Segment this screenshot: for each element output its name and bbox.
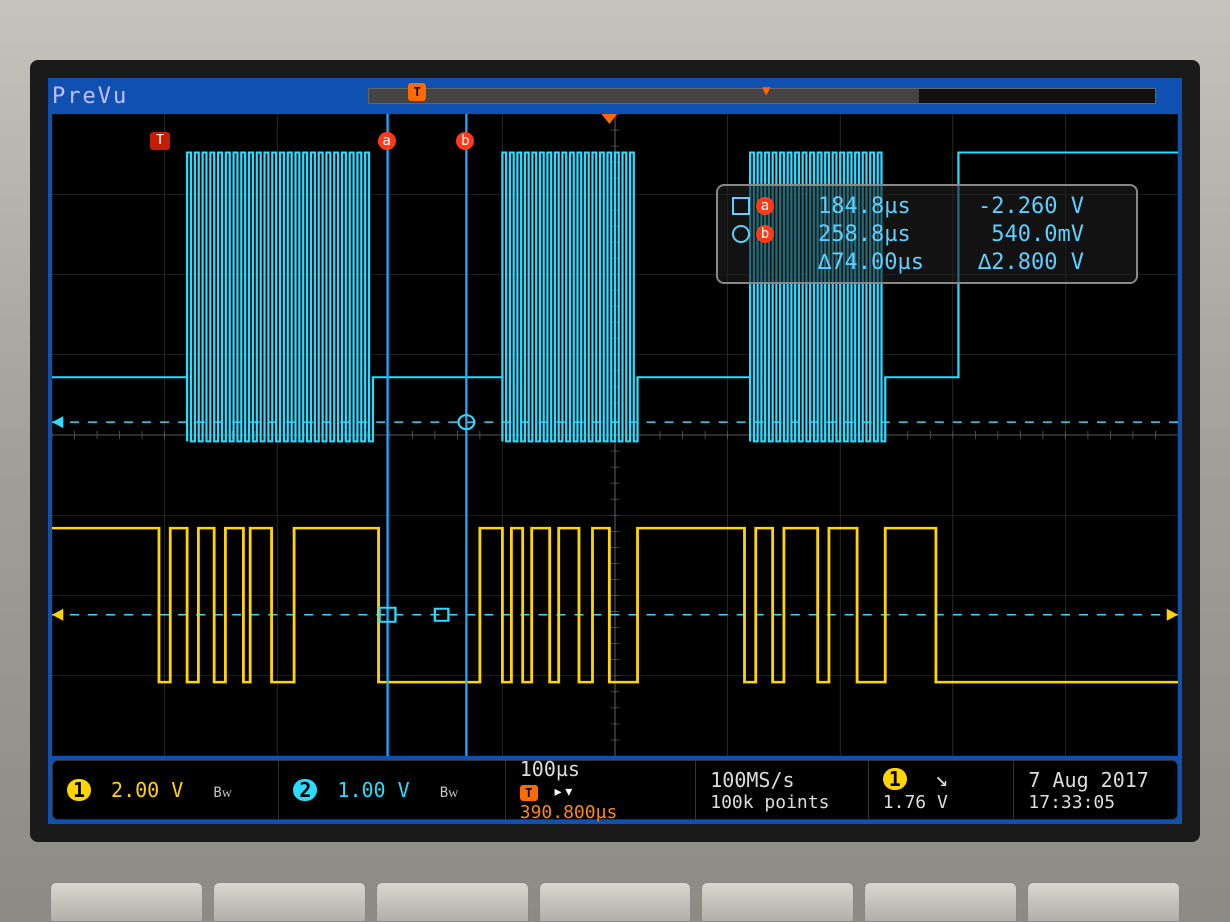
- t-delay-icon: T: [520, 785, 538, 801]
- softkey-3[interactable]: [376, 882, 529, 922]
- ch2-bw-icon: Bᴡ: [440, 785, 459, 801]
- cursor-readout-panel: a 184.8µs -2.260 V b 258.8µs 540.0mV ∆74…: [716, 184, 1138, 284]
- timebase-cell[interactable]: 100µs T ▸▾ 390.800µs: [506, 761, 696, 819]
- time-text: 17:33:05: [1028, 792, 1163, 813]
- ch1-settings[interactable]: 1 2.00 V Bᴡ: [53, 761, 279, 819]
- trigger-cell[interactable]: 1 ↘ 1.76 V: [869, 761, 1015, 819]
- trigger-point-marker: T: [150, 132, 170, 150]
- cursor-a-time: 184.8µs: [818, 194, 948, 219]
- softkey-1[interactable]: [50, 882, 203, 922]
- trigger-edge-icon: ↘: [935, 767, 945, 792]
- softkey-4[interactable]: [539, 882, 692, 922]
- acquisition-cell[interactable]: 100MS/s 100k points: [696, 761, 869, 819]
- cursor-a-marker[interactable]: a: [378, 132, 398, 152]
- softkey-strip: [0, 882, 1230, 922]
- ch1-vdiv: 2.00 V: [111, 778, 183, 802]
- ch1-badge: 1: [67, 779, 91, 801]
- softkey-7[interactable]: [1027, 882, 1180, 922]
- waveform-plot: T a b a 184.8µs -2.260 V b 25: [52, 114, 1178, 756]
- record-length: 100k points: [710, 792, 854, 813]
- oscilloscope-screen: PreVu T ▼ T a b a 184.8µs: [48, 78, 1182, 824]
- ch2-vdiv: 1.00 V: [337, 778, 409, 802]
- ch2-settings[interactable]: 2 1.00 V Bᴡ: [279, 761, 505, 819]
- sample-rate: 100MS/s: [710, 768, 854, 792]
- cursor-b-volt: 540.0mV: [964, 222, 1084, 247]
- ch2-badge: 2: [293, 779, 317, 801]
- record-trigger-caret: ▼: [762, 83, 770, 99]
- softkey-2[interactable]: [213, 882, 366, 922]
- cursor-b-time: 258.8µs: [818, 222, 948, 247]
- record-overview-bar: T ▼: [368, 88, 1156, 104]
- time-delay: 390.800µs: [520, 802, 618, 823]
- datetime-cell: 7 Aug 2017 17:33:05: [1014, 761, 1177, 819]
- cursor-delta-volt: ∆2.800 V: [964, 250, 1084, 275]
- record-fill: [369, 89, 919, 103]
- cursor-a-volt: -2.260 V: [964, 194, 1084, 219]
- bottom-status-bar: 1 2.00 V Bᴡ 2 1.00 V Bᴡ 100µs T: [52, 760, 1178, 820]
- date-text: 7 Aug 2017: [1028, 768, 1163, 792]
- cursor-delta-readout: ∆74.00µs ∆2.800 V: [732, 248, 1122, 276]
- cursor-b-readout: b 258.8µs 540.0mV: [732, 220, 1122, 248]
- softkey-6[interactable]: [864, 882, 1017, 922]
- record-t-marker: T: [408, 83, 426, 101]
- cursor-a-readout: a 184.8µs -2.260 V: [732, 192, 1122, 220]
- time-per-div: 100µs: [520, 757, 681, 781]
- acquisition-status: PreVu: [52, 84, 128, 109]
- trigger-source-badge: 1: [883, 768, 907, 790]
- ch1-bw-icon: Bᴡ: [213, 785, 232, 801]
- arrow-icon: ▸▾: [553, 781, 575, 802]
- cursor-delta-time: ∆74.00µs: [818, 250, 948, 275]
- softkey-5[interactable]: [701, 882, 854, 922]
- cursor-b-marker[interactable]: b: [456, 132, 476, 152]
- trigger-level: 1.76 V: [883, 792, 1000, 813]
